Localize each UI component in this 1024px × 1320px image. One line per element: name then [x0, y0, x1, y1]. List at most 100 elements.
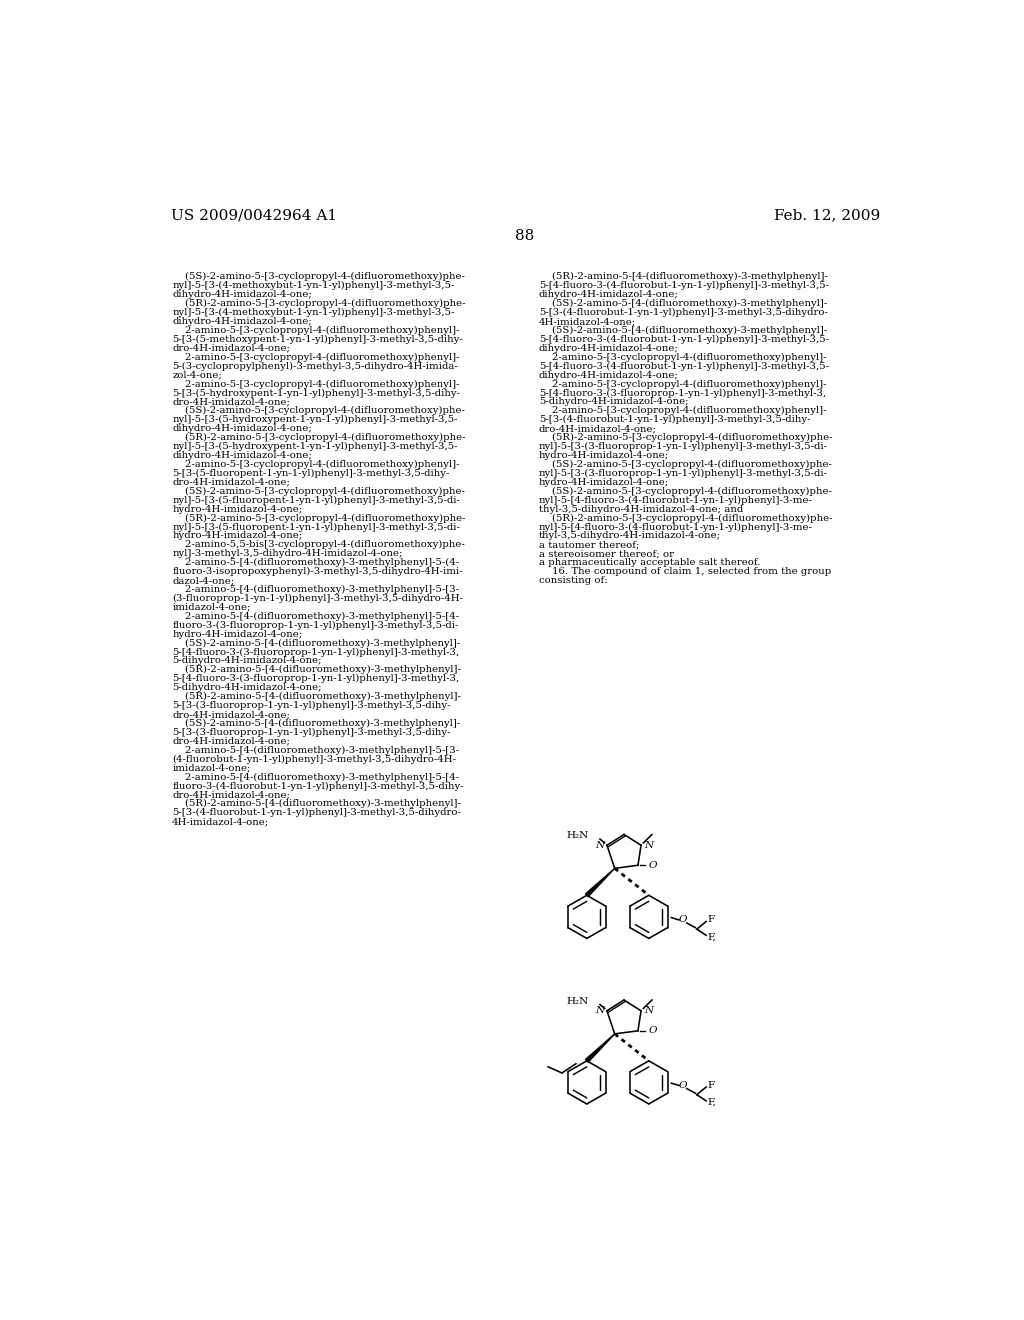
Text: dihydro-4H-imidazol-4-one;: dihydro-4H-imidazol-4-one; [172, 317, 312, 326]
Text: hydro-4H-imidazol-4-one;: hydro-4H-imidazol-4-one; [539, 451, 669, 459]
Text: 2-amino-5-[4-(difluoromethoxy)-3-methylphenyl]-5-(4-: 2-amino-5-[4-(difluoromethoxy)-3-methylp… [172, 558, 460, 568]
Text: 2-amino-5-[4-(difluoromethoxy)-3-methylphenyl]-5-[3-: 2-amino-5-[4-(difluoromethoxy)-3-methylp… [172, 746, 460, 755]
Text: (5R)-2-amino-5-[3-cyclopropyl-4-(difluoromethoxy)phe-: (5R)-2-amino-5-[3-cyclopropyl-4-(difluor… [172, 513, 466, 523]
Text: (5R)-2-amino-5-[4-(difluoromethoxy)-3-methylphenyl]-: (5R)-2-amino-5-[4-(difluoromethoxy)-3-me… [172, 692, 461, 701]
Text: Feb. 12, 2009: Feb. 12, 2009 [773, 209, 880, 223]
Text: nyl]-5-[3-(4-methoxybut-1-yn-1-yl)phenyl]-3-methyl-3,5-: nyl]-5-[3-(4-methoxybut-1-yn-1-yl)phenyl… [172, 281, 455, 290]
Text: 2-amino-5-[3-cyclopropyl-4-(difluoromethoxy)phenyl]-: 2-amino-5-[3-cyclopropyl-4-(difluorometh… [172, 352, 460, 362]
Text: (5S)-2-amino-5-[3-cyclopropyl-4-(difluoromethoxy)phe-: (5S)-2-amino-5-[3-cyclopropyl-4-(difluor… [172, 272, 465, 281]
Text: zol-4-one;: zol-4-one; [172, 371, 222, 380]
Text: consisting of:: consisting of: [539, 576, 607, 585]
Text: 2-amino-5-[3-cyclopropyl-4-(difluoromethoxy)phenyl]-: 2-amino-5-[3-cyclopropyl-4-(difluorometh… [539, 352, 826, 362]
Text: N: N [595, 841, 604, 850]
Text: 5-[3-(5-fluoropent-1-yn-1-yl)phenyl]-3-methyl-3,5-dihy-: 5-[3-(5-fluoropent-1-yn-1-yl)phenyl]-3-m… [172, 469, 450, 478]
Text: (5S)-2-amino-5-[4-(difluoromethoxy)-3-methylphenyl]-: (5S)-2-amino-5-[4-(difluoromethoxy)-3-me… [172, 639, 461, 648]
Text: 2-amino-5-[3-cyclopropyl-4-(difluoromethoxy)phenyl]-: 2-amino-5-[3-cyclopropyl-4-(difluorometh… [539, 407, 826, 416]
Text: a tautomer thereof;: a tautomer thereof; [539, 540, 639, 549]
Text: (5R)-2-amino-5-[4-(difluoromethoxy)-3-methylphenyl]-: (5R)-2-amino-5-[4-(difluoromethoxy)-3-me… [172, 800, 461, 808]
Text: (5S)-2-amino-5-[3-cyclopropyl-4-(difluoromethoxy)phe-: (5S)-2-amino-5-[3-cyclopropyl-4-(difluor… [539, 459, 831, 469]
Text: 5-[4-fluoro-3-(4-fluorobut-1-yn-1-yl)phenyl]-3-methyl-3,5-: 5-[4-fluoro-3-(4-fluorobut-1-yn-1-yl)phe… [539, 281, 828, 290]
Text: O: O [679, 916, 687, 924]
Text: F,: F, [708, 1098, 717, 1107]
Text: 5-[4-fluoro-3-(4-fluorobut-1-yn-1-yl)phenyl]-3-methyl-3,5-: 5-[4-fluoro-3-(4-fluorobut-1-yn-1-yl)phe… [539, 362, 828, 371]
Text: (5R)-2-amino-5-[3-cyclopropyl-4-(difluoromethoxy)phe-: (5R)-2-amino-5-[3-cyclopropyl-4-(difluor… [539, 513, 833, 523]
Text: F: F [708, 916, 715, 924]
Text: nyl]-5-[3-(5-fluoropent-1-yn-1-yl)phenyl]-3-methyl-3,5-di-: nyl]-5-[3-(5-fluoropent-1-yn-1-yl)phenyl… [172, 496, 460, 504]
Text: dro-4H-imidazol-4-one;: dro-4H-imidazol-4-one; [172, 478, 290, 487]
Text: 2-amino-5-[3-cyclopropyl-4-(difluoromethoxy)phenyl]-: 2-amino-5-[3-cyclopropyl-4-(difluorometh… [172, 459, 460, 469]
Text: dro-4H-imidazol-4-one;: dro-4H-imidazol-4-one; [172, 710, 290, 719]
Text: N: N [644, 1006, 653, 1015]
Text: F,: F, [708, 932, 717, 941]
Text: 5-(3-cyclopropylphenyl)-3-methyl-3,5-dihydro-4H-imida-: 5-(3-cyclopropylphenyl)-3-methyl-3,5-dih… [172, 362, 458, 371]
Text: F: F [708, 1081, 715, 1090]
Text: 2-amino-5-[4-(difluoromethoxy)-3-methylphenyl]-5-[4-: 2-amino-5-[4-(difluoromethoxy)-3-methylp… [172, 772, 460, 781]
Text: O: O [649, 861, 657, 870]
Text: 5-dihydro-4H-imidazol-4-one;: 5-dihydro-4H-imidazol-4-one; [172, 656, 322, 665]
Text: thyl-3,5-dihydro-4H-imidazol-4-one;: thyl-3,5-dihydro-4H-imidazol-4-one; [539, 532, 721, 540]
Text: dro-4H-imidazol-4-one;: dro-4H-imidazol-4-one; [172, 397, 290, 407]
Text: dro-4H-imidazol-4-one;: dro-4H-imidazol-4-one; [172, 791, 290, 800]
Text: a pharmaceutically acceptable salt thereof.: a pharmaceutically acceptable salt there… [539, 558, 760, 568]
Text: nyl]-3-methyl-3,5-dihydro-4H-imidazol-4-one;: nyl]-3-methyl-3,5-dihydro-4H-imidazol-4-… [172, 549, 402, 558]
Text: fluoro-3-(4-fluorobut-1-yn-1-yl)phenyl]-3-methyl-3,5-dihy-: fluoro-3-(4-fluorobut-1-yn-1-yl)phenyl]-… [172, 781, 464, 791]
Text: (4-fluorobut-1-yn-1-yl)phenyl]-3-methyl-3,5-dihydro-4H-: (4-fluorobut-1-yn-1-yl)phenyl]-3-methyl-… [172, 755, 456, 764]
Text: dihydro-4H-imidazol-4-one;: dihydro-4H-imidazol-4-one; [172, 451, 312, 459]
Text: US 2009/0042964 A1: US 2009/0042964 A1 [171, 209, 337, 223]
Text: thyl-3,5-dihydro-4H-imidazol-4-one; and: thyl-3,5-dihydro-4H-imidazol-4-one; and [539, 504, 743, 513]
Text: 5-dihydro-4H-imidazol-4-one;: 5-dihydro-4H-imidazol-4-one; [172, 684, 322, 692]
Text: dihydro-4H-imidazol-4-one;: dihydro-4H-imidazol-4-one; [172, 424, 312, 433]
Text: N: N [595, 1006, 604, 1015]
Text: nyl]-5-[4-fluoro-3-(4-fluorobut-1-yn-1-yl)phenyl]-3-me-: nyl]-5-[4-fluoro-3-(4-fluorobut-1-yn-1-y… [539, 496, 813, 504]
Text: 5-[3-(4-fluorobut-1-yn-1-yl)phenyl]-3-methyl-3,5-dihydro-: 5-[3-(4-fluorobut-1-yn-1-yl)phenyl]-3-me… [172, 808, 461, 817]
Text: 2-amino-5-[3-cyclopropyl-4-(difluoromethoxy)phenyl]-: 2-amino-5-[3-cyclopropyl-4-(difluorometh… [172, 326, 460, 335]
Text: fluoro-3-(3-fluoroprop-1-yn-1-yl)phenyl]-3-methyl-3,5-di-: fluoro-3-(3-fluoroprop-1-yn-1-yl)phenyl]… [172, 620, 459, 630]
Text: dihydro-4H-imidazol-4-one;: dihydro-4H-imidazol-4-one; [539, 290, 679, 300]
Text: (3-fluoroprop-1-yn-1-yl)phenyl]-3-methyl-3,5-dihydro-4H-: (3-fluoroprop-1-yn-1-yl)phenyl]-3-methyl… [172, 594, 463, 603]
Text: O: O [679, 1081, 687, 1090]
Text: dazol-4-one;: dazol-4-one; [172, 576, 234, 585]
Text: hydro-4H-imidazol-4-one;: hydro-4H-imidazol-4-one; [172, 504, 302, 513]
Text: imidazol-4-one;: imidazol-4-one; [172, 763, 251, 772]
Text: fluoro-3-isopropoxyphenyl)-3-methyl-3,5-dihydro-4H-imi-: fluoro-3-isopropoxyphenyl)-3-methyl-3,5-… [172, 568, 463, 577]
Text: dro-4H-imidazol-4-one;: dro-4H-imidazol-4-one; [539, 424, 656, 433]
Text: H₂N: H₂N [567, 832, 589, 841]
Text: 5-[4-fluoro-3-(3-fluoroprop-1-yn-1-yl)phenyl]-3-methyl-3,: 5-[4-fluoro-3-(3-fluoroprop-1-yn-1-yl)ph… [172, 675, 460, 684]
Text: H₂N: H₂N [567, 997, 589, 1006]
Text: (5S)-2-amino-5-[3-cyclopropyl-4-(difluoromethoxy)phe-: (5S)-2-amino-5-[3-cyclopropyl-4-(difluor… [172, 407, 465, 416]
Text: (5S)-2-amino-5-[3-cyclopropyl-4-(difluoromethoxy)phe-: (5S)-2-amino-5-[3-cyclopropyl-4-(difluor… [539, 487, 831, 496]
Text: 5-[4-fluoro-3-(3-fluoroprop-1-yn-1-yl)phenyl]-3-methyl-3,: 5-[4-fluoro-3-(3-fluoroprop-1-yn-1-yl)ph… [539, 388, 826, 397]
Text: 4H-imidazol-4-one;: 4H-imidazol-4-one; [172, 817, 269, 826]
Text: (5R)-2-amino-5-[4-(difluoromethoxy)-3-methylphenyl]-: (5R)-2-amino-5-[4-(difluoromethoxy)-3-me… [539, 272, 827, 281]
Text: imidazol-4-one;: imidazol-4-one; [172, 603, 251, 612]
Text: 2-amino-5-[4-(difluoromethoxy)-3-methylphenyl]-5-[3-: 2-amino-5-[4-(difluoromethoxy)-3-methylp… [172, 585, 460, 594]
Text: 5-[4-fluoro-3-(3-fluoroprop-1-yn-1-yl)phenyl]-3-methyl-3,: 5-[4-fluoro-3-(3-fluoroprop-1-yn-1-yl)ph… [172, 648, 460, 656]
Text: N: N [644, 841, 653, 850]
Text: dro-4H-imidazol-4-one;: dro-4H-imidazol-4-one; [172, 737, 290, 746]
Text: (5R)-2-amino-5-[3-cyclopropyl-4-(difluoromethoxy)phe-: (5R)-2-amino-5-[3-cyclopropyl-4-(difluor… [539, 433, 833, 442]
Text: (5R)-2-amino-5-[4-(difluoromethoxy)-3-methylphenyl]-: (5R)-2-amino-5-[4-(difluoromethoxy)-3-me… [172, 665, 461, 675]
Text: hydro-4H-imidazol-4-one;: hydro-4H-imidazol-4-one; [172, 630, 302, 639]
Text: (5S)-2-amino-5-[3-cyclopropyl-4-(difluoromethoxy)phe-: (5S)-2-amino-5-[3-cyclopropyl-4-(difluor… [172, 487, 465, 496]
Text: 4H-imidazol-4-one;: 4H-imidazol-4-one; [539, 317, 636, 326]
Text: dihydro-4H-imidazol-4-one;: dihydro-4H-imidazol-4-one; [539, 371, 679, 380]
Text: 5-[3-(5-hydroxypent-1-yn-1-yl)phenyl]-3-methyl-3,5-dihy-: 5-[3-(5-hydroxypent-1-yn-1-yl)phenyl]-3-… [172, 388, 460, 397]
Polygon shape [586, 869, 614, 896]
Text: 2-amino-5,5-bis[3-cyclopropyl-4-(difluoromethoxy)phe-: 2-amino-5,5-bis[3-cyclopropyl-4-(difluor… [172, 540, 465, 549]
Text: 5-[4-fluoro-3-(4-fluorobut-1-yn-1-yl)phenyl]-3-methyl-3,5-: 5-[4-fluoro-3-(4-fluorobut-1-yn-1-yl)phe… [539, 335, 828, 345]
Text: (5R)-2-amino-5-[3-cyclopropyl-4-(difluoromethoxy)phe-: (5R)-2-amino-5-[3-cyclopropyl-4-(difluor… [172, 433, 466, 442]
Text: 2-amino-5-[3-cyclopropyl-4-(difluoromethoxy)phenyl]-: 2-amino-5-[3-cyclopropyl-4-(difluorometh… [172, 380, 460, 388]
Text: hydro-4H-imidazol-4-one;: hydro-4H-imidazol-4-one; [172, 532, 302, 540]
Text: 88: 88 [515, 230, 535, 243]
Polygon shape [586, 1034, 614, 1063]
Text: nyl]-5-[3-(5-hydroxypent-1-yn-1-yl)phenyl]-3-methyl-3,5-: nyl]-5-[3-(5-hydroxypent-1-yn-1-yl)pheny… [172, 416, 458, 425]
Text: 5-[3-(4-fluorobut-1-yn-1-yl)phenyl]-3-methyl-3,5-dihydro-: 5-[3-(4-fluorobut-1-yn-1-yl)phenyl]-3-me… [539, 308, 827, 317]
Text: nyl]-5-[3-(5-hydroxypent-1-yn-1-yl)phenyl]-3-methyl-3,5-: nyl]-5-[3-(5-hydroxypent-1-yn-1-yl)pheny… [172, 442, 458, 451]
Text: dro-4H-imidazol-4-one;: dro-4H-imidazol-4-one; [172, 343, 290, 352]
Text: (5S)-2-amino-5-[4-(difluoromethoxy)-3-methylphenyl]-: (5S)-2-amino-5-[4-(difluoromethoxy)-3-me… [539, 300, 827, 309]
Text: nyl]-5-[3-(3-fluoroprop-1-yn-1-yl)phenyl]-3-methyl-3,5-di-: nyl]-5-[3-(3-fluoroprop-1-yn-1-yl)phenyl… [539, 469, 827, 478]
Text: a stereoisomer thereof; or: a stereoisomer thereof; or [539, 549, 674, 558]
Text: 5-[3-(5-methoxypent-1-yn-1-yl)phenyl]-3-methyl-3,5-dihy-: 5-[3-(5-methoxypent-1-yn-1-yl)phenyl]-3-… [172, 335, 463, 345]
Text: 5-dihydro-4H-imidazol-4-one;: 5-dihydro-4H-imidazol-4-one; [539, 397, 688, 407]
Text: nyl]-5-[3-(5-fluoropent-1-yn-1-yl)phenyl]-3-methyl-3,5-di-: nyl]-5-[3-(5-fluoropent-1-yn-1-yl)phenyl… [172, 523, 460, 532]
